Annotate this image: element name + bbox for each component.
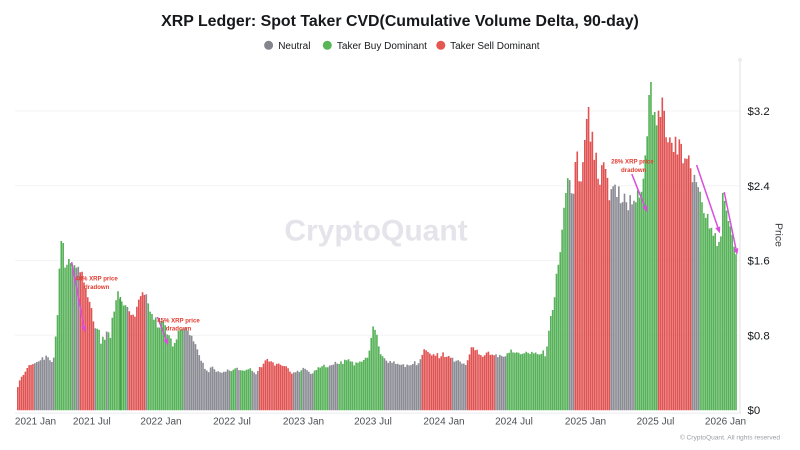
svg-text:2025 Jan: 2025 Jan bbox=[565, 417, 606, 428]
svg-text:28% XRP price: 28% XRP price bbox=[611, 159, 654, 166]
svg-text:© CryptoQuant. All rights rese: © CryptoQuant. All rights reserved bbox=[680, 433, 780, 441]
svg-text:CryptoQuant: CryptoQuant bbox=[284, 215, 467, 248]
svg-text:2024 Jul: 2024 Jul bbox=[495, 417, 533, 428]
svg-text:2022 Jul: 2022 Jul bbox=[213, 417, 251, 428]
svg-text:dradown: dradown bbox=[84, 284, 110, 291]
svg-text:dradown: dradown bbox=[166, 325, 192, 332]
svg-text:$0.8: $0.8 bbox=[748, 330, 770, 342]
svg-text:Price: Price bbox=[773, 223, 785, 247]
svg-text:XRP Ledger: Spot Taker CVD(Cum: XRP Ledger: Spot Taker CVD(Cumulative Vo… bbox=[161, 13, 639, 30]
svg-text:Neutral: Neutral bbox=[278, 41, 310, 52]
svg-text:2025 Jul: 2025 Jul bbox=[637, 417, 675, 428]
svg-text:2026 Jan: 2026 Jan bbox=[705, 417, 746, 428]
svg-text:dradown: dradown bbox=[621, 167, 647, 174]
svg-text:2023 Jul: 2023 Jul bbox=[354, 417, 392, 428]
svg-text:45% XRP price: 45% XRP price bbox=[157, 317, 200, 324]
svg-text:2021 Jul: 2021 Jul bbox=[73, 417, 111, 428]
svg-text:2023 Jan: 2023 Jan bbox=[283, 417, 324, 428]
svg-text:48% XRP price: 48% XRP price bbox=[75, 276, 118, 283]
svg-text:$2.4: $2.4 bbox=[748, 181, 770, 193]
svg-text:2024 Jan: 2024 Jan bbox=[423, 417, 464, 428]
svg-text:Taker Sell Dominant: Taker Sell Dominant bbox=[450, 41, 540, 52]
svg-text:$0: $0 bbox=[748, 405, 761, 417]
svg-text:2022 Jan: 2022 Jan bbox=[140, 417, 181, 428]
svg-text:$1.6: $1.6 bbox=[748, 256, 770, 268]
svg-text:Taker Buy Dominant: Taker Buy Dominant bbox=[337, 41, 427, 52]
svg-text:$3.2: $3.2 bbox=[748, 106, 770, 118]
svg-text:2021 Jan: 2021 Jan bbox=[15, 417, 56, 428]
